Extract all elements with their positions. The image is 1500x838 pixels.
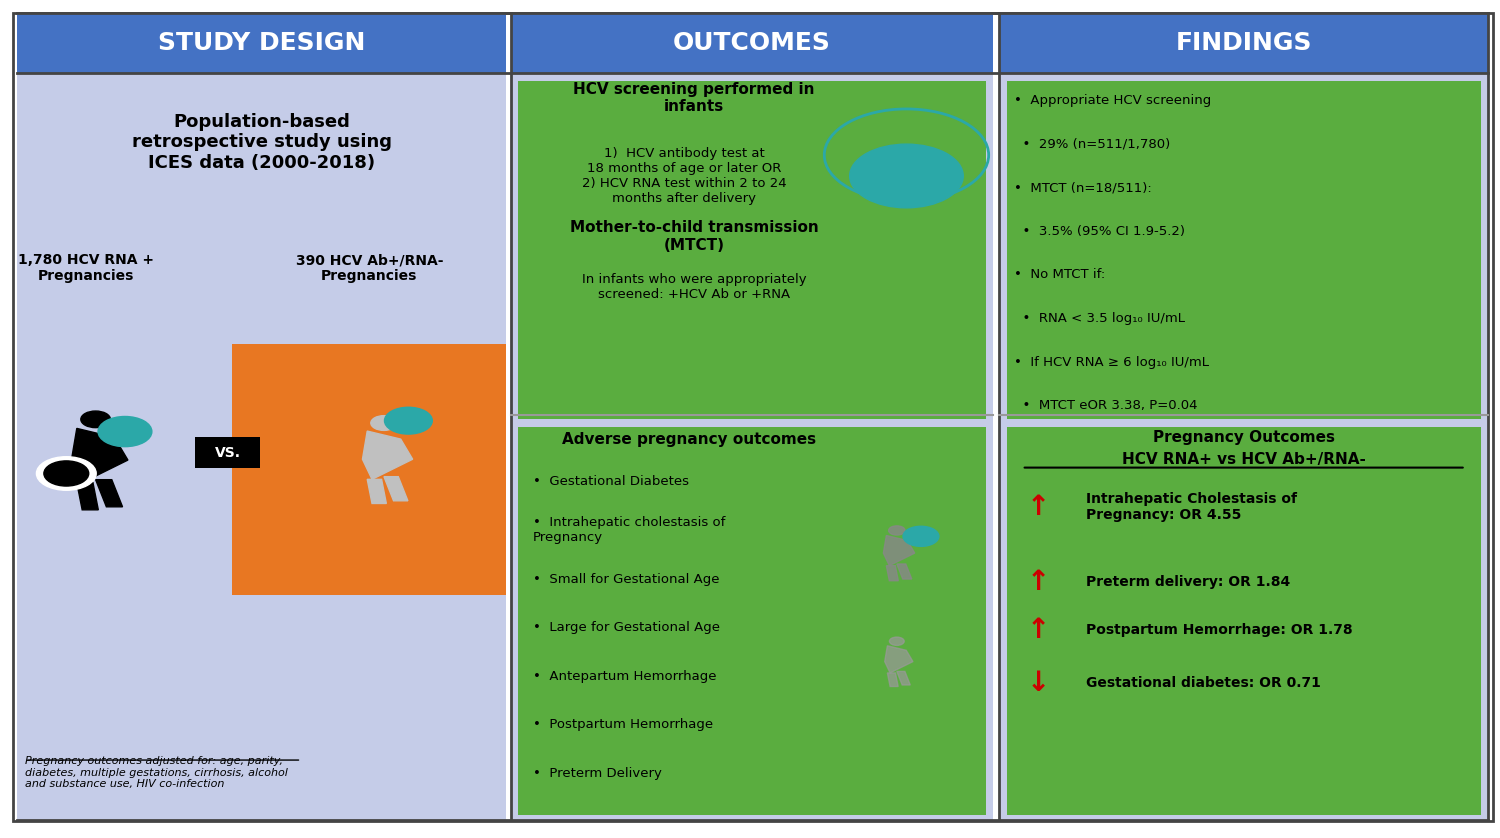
Text: •  MTCT eOR 3.38, P=0.04: • MTCT eOR 3.38, P=0.04 [1014, 399, 1198, 412]
Text: •  Preterm Delivery: • Preterm Delivery [532, 767, 662, 780]
Text: •  RNA < 3.5 log₁₀ IU/mL: • RNA < 3.5 log₁₀ IU/mL [1014, 312, 1185, 325]
Text: 390 HCV Ab+/RNA-
Pregnancies: 390 HCV Ab+/RNA- Pregnancies [296, 253, 442, 283]
Circle shape [888, 526, 904, 535]
Text: Preterm delivery: OR 1.84: Preterm delivery: OR 1.84 [1086, 576, 1290, 589]
Polygon shape [885, 646, 914, 673]
Text: •  MTCT (n=18/511):: • MTCT (n=18/511): [1014, 181, 1152, 194]
Circle shape [370, 416, 398, 431]
Circle shape [890, 637, 904, 645]
Text: Intrahepatic Cholestasis of
Pregnancy: OR 4.55: Intrahepatic Cholestasis of Pregnancy: O… [1086, 492, 1298, 522]
FancyBboxPatch shape [518, 427, 986, 815]
Text: •  29% (n=511/1,780): • 29% (n=511/1,780) [1014, 137, 1170, 151]
Text: STUDY DESIGN: STUDY DESIGN [158, 31, 366, 54]
Text: Pregnancy Outcomes: Pregnancy Outcomes [1152, 430, 1335, 445]
Text: •  Appropriate HCV screening: • Appropriate HCV screening [1014, 94, 1212, 107]
Text: FINDINGS: FINDINGS [1176, 31, 1312, 54]
FancyBboxPatch shape [1007, 81, 1480, 419]
Text: •  Antepartum Hemorrhage: • Antepartum Hemorrhage [532, 670, 717, 683]
Text: 1,780 HCV RNA +
Pregnancies: 1,780 HCV RNA + Pregnancies [18, 253, 154, 283]
Polygon shape [897, 671, 910, 685]
Text: ↑: ↑ [1026, 616, 1050, 644]
Polygon shape [884, 535, 915, 566]
Text: •  No MTCT if:: • No MTCT if: [1014, 268, 1106, 282]
Circle shape [44, 461, 88, 486]
FancyBboxPatch shape [13, 13, 1492, 821]
Text: 1)  HCV antibody test at
18 months of age or later OR
2) HCV RNA test within 2 t: 1) HCV antibody test at 18 months of age… [582, 147, 786, 205]
Circle shape [36, 457, 96, 490]
FancyBboxPatch shape [999, 73, 1488, 820]
Text: •  3.5% (95% CI 1.9-5.2): • 3.5% (95% CI 1.9-5.2) [1014, 225, 1185, 238]
Circle shape [384, 407, 432, 434]
Text: Mother-to-child transmission
(MTCT): Mother-to-child transmission (MTCT) [570, 220, 819, 252]
Polygon shape [888, 673, 898, 686]
Text: Pregnancy outcomes adjusted for: age, parity,
diabetes, multiple gestations, cir: Pregnancy outcomes adjusted for: age, pa… [26, 756, 288, 789]
Text: HCV screening performed in
infants: HCV screening performed in infants [573, 82, 814, 114]
Text: In infants who were appropriately
screened: +HCV Ab or +RNA: In infants who were appropriately screen… [582, 272, 807, 301]
Text: HCV RNA+ vs HCV Ab+/RNA-: HCV RNA+ vs HCV Ab+/RNA- [1122, 452, 1365, 467]
Text: •  Intrahepatic cholestasis of
Pregnancy: • Intrahepatic cholestasis of Pregnancy [532, 516, 726, 545]
Circle shape [98, 416, 152, 447]
Text: OUTCOMES: OUTCOMES [674, 31, 831, 54]
Text: ↑: ↑ [1026, 568, 1050, 597]
Circle shape [849, 144, 963, 208]
Polygon shape [897, 564, 912, 579]
Text: •  Postpartum Hemorrhage: • Postpartum Hemorrhage [532, 718, 712, 732]
FancyBboxPatch shape [999, 13, 1488, 73]
Circle shape [81, 411, 111, 427]
Text: Adverse pregnancy outcomes: Adverse pregnancy outcomes [562, 432, 816, 447]
Text: •  Small for Gestational Age: • Small for Gestational Age [532, 572, 720, 586]
Polygon shape [76, 483, 99, 510]
Circle shape [903, 526, 939, 546]
FancyBboxPatch shape [18, 13, 506, 73]
FancyBboxPatch shape [195, 437, 261, 468]
Text: Postpartum Hemorrhage: OR 1.78: Postpartum Hemorrhage: OR 1.78 [1086, 623, 1353, 637]
Polygon shape [886, 566, 898, 581]
FancyBboxPatch shape [518, 81, 986, 419]
FancyBboxPatch shape [18, 73, 506, 820]
Text: •  Large for Gestational Age: • Large for Gestational Age [532, 621, 720, 634]
Text: ↑: ↑ [1026, 493, 1050, 521]
Polygon shape [368, 479, 387, 504]
Text: VS.: VS. [214, 447, 240, 460]
Text: •  If HCV RNA ≥ 6 log₁₀ IU/mL: • If HCV RNA ≥ 6 log₁₀ IU/mL [1014, 355, 1209, 369]
Polygon shape [363, 431, 413, 479]
Text: Gestational diabetes: OR 0.71: Gestational diabetes: OR 0.71 [1086, 676, 1322, 690]
FancyBboxPatch shape [232, 344, 506, 595]
Text: ↓: ↓ [1026, 669, 1050, 697]
Text: Population-based
retrospective study using
ICES data (2000-2018): Population-based retrospective study usi… [132, 112, 392, 173]
FancyBboxPatch shape [1007, 427, 1480, 815]
FancyBboxPatch shape [510, 13, 993, 73]
Text: •  Gestational Diabetes: • Gestational Diabetes [532, 475, 688, 489]
Polygon shape [384, 477, 408, 501]
Polygon shape [72, 428, 128, 483]
FancyBboxPatch shape [510, 73, 993, 820]
Polygon shape [96, 479, 123, 507]
